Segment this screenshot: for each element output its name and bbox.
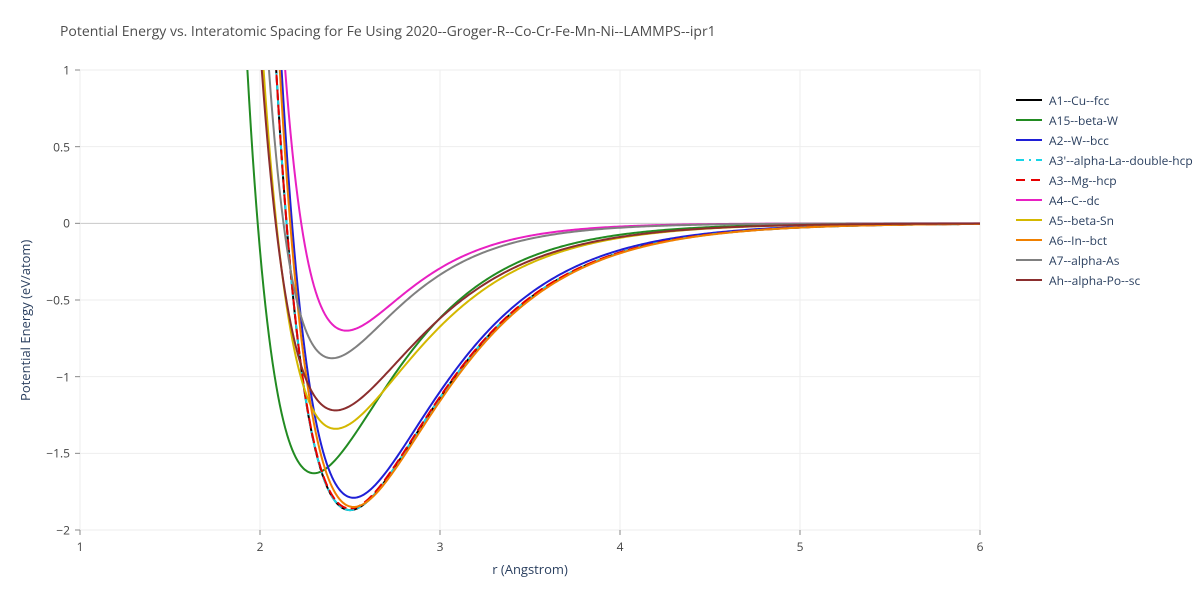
y-tick: −0.5 [30,292,70,309]
legend-item-A15[interactable]: A15--beta-W [1015,110,1193,130]
y-tick: 0.5 [30,138,70,155]
legend-swatch [1015,113,1043,127]
series-A5[interactable] [219,0,980,429]
legend-item-A5[interactable]: A5--beta-Sn [1015,210,1193,230]
legend-swatch [1015,253,1043,267]
legend-swatch [1015,193,1043,207]
legend-item-Ah[interactable]: Ah--alpha-Po--sc [1015,270,1193,290]
legend-label: A5--beta-Sn [1049,212,1114,229]
legend-label: A4--C--dc [1049,192,1100,209]
legend-swatch [1015,233,1043,247]
legend-swatch [1015,273,1043,287]
x-tick: 3 [437,538,444,555]
legend-label: A3--Mg--hcp [1049,172,1117,189]
y-tick: −2 [30,522,70,539]
legend-label: A7--alpha-As [1049,252,1119,269]
legend-swatch [1015,153,1043,167]
series-A7[interactable] [224,0,980,358]
legend-item-A3[interactable]: A3--Mg--hcp [1015,170,1193,190]
legend-swatch [1015,93,1043,107]
chart-container: Potential Energy vs. Interatomic Spacing… [0,0,1200,600]
legend-label: A3'--alpha-La--double-hcp [1049,152,1193,169]
y-tick: 0 [30,215,70,232]
y-tick: −1 [30,368,70,385]
x-axis-label: r (Angstrom) [492,560,568,578]
x-tick: 1 [77,538,84,555]
legend-label: A2--W--bcc [1049,132,1109,149]
x-tick: 6 [977,538,984,555]
legend-label: Ah--alpha-Po--sc [1049,272,1140,289]
chart-title: Potential Energy vs. Interatomic Spacing… [60,22,716,41]
series-A4[interactable] [240,0,980,331]
legend-item-A3p[interactable]: A3'--alpha-La--double-hcp [1015,150,1193,170]
legend-swatch [1015,173,1043,187]
x-tick: 2 [257,538,264,555]
legend-swatch [1015,133,1043,147]
x-tick: 5 [797,538,804,555]
legend-label: A1--Cu--fcc [1049,92,1109,109]
legend[interactable]: A1--Cu--fcc A15--beta-W A2--W--bcc A3'--alp… [1015,90,1193,290]
legend-label: A6--In--bct [1049,232,1107,249]
legend-item-A6[interactable]: A6--In--bct [1015,230,1193,250]
y-tick: 1 [30,62,70,79]
y-tick: −1.5 [30,445,70,462]
x-tick: 4 [617,538,624,555]
legend-item-A2[interactable]: A2--W--bcc [1015,130,1193,150]
legend-item-A7[interactable]: A7--alpha-As [1015,250,1193,270]
legend-item-A1[interactable]: A1--Cu--fcc [1015,90,1193,110]
legend-item-A4[interactable]: A4--C--dc [1015,190,1193,210]
series-Ah[interactable] [217,0,980,410]
series-A2[interactable] [237,0,980,498]
legend-swatch [1015,213,1043,227]
legend-label: A15--beta-W [1049,112,1118,129]
